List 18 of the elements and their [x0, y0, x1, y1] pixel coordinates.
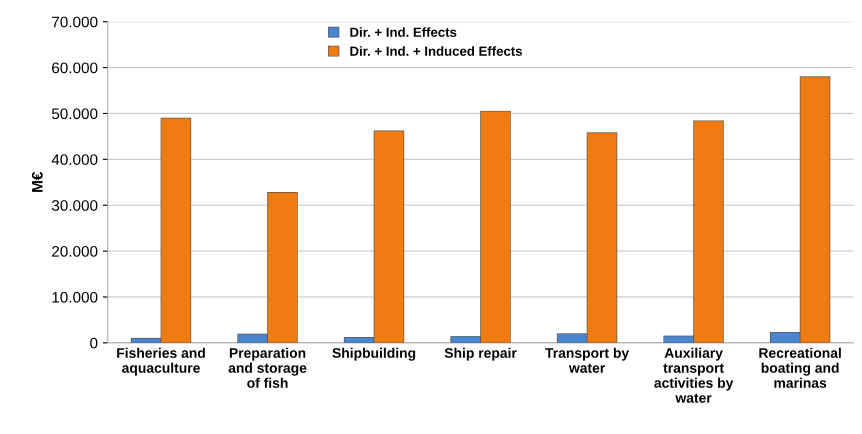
x-tick-label: Recreational boating and marinas — [759, 348, 841, 388]
x-tick-label: Transport by water — [545, 348, 630, 373]
y-tick-label: 50.000 — [52, 108, 98, 120]
y-tick-label: 30.000 — [52, 200, 98, 211]
y-tick-label: 20.000 — [52, 246, 98, 257]
x-tick-label: Ship repair — [444, 348, 517, 361]
x-tick-label: Shipbuilding — [332, 348, 416, 361]
x-tick-label: Preparation and storage of fish — [228, 348, 306, 388]
x-tick-label: Auxiliary transport activities by water — [654, 348, 734, 403]
legend-label: Dir. + Ind. Effects — [350, 27, 456, 37]
y-tick-label: 0 — [90, 338, 98, 349]
y-tick-label: 70.000 — [52, 16, 98, 28]
y-tick-label: 10.000 — [52, 292, 98, 303]
x-tick-label: Fisheries and aquaculture — [117, 348, 205, 376]
y-axis-title: M€ — [32, 172, 43, 192]
y-tick-label: 60.000 — [52, 62, 98, 74]
y-tick-label: 40.000 — [52, 154, 98, 166]
legend-label: Dir. + Ind. + Induced Effects — [350, 46, 522, 56]
